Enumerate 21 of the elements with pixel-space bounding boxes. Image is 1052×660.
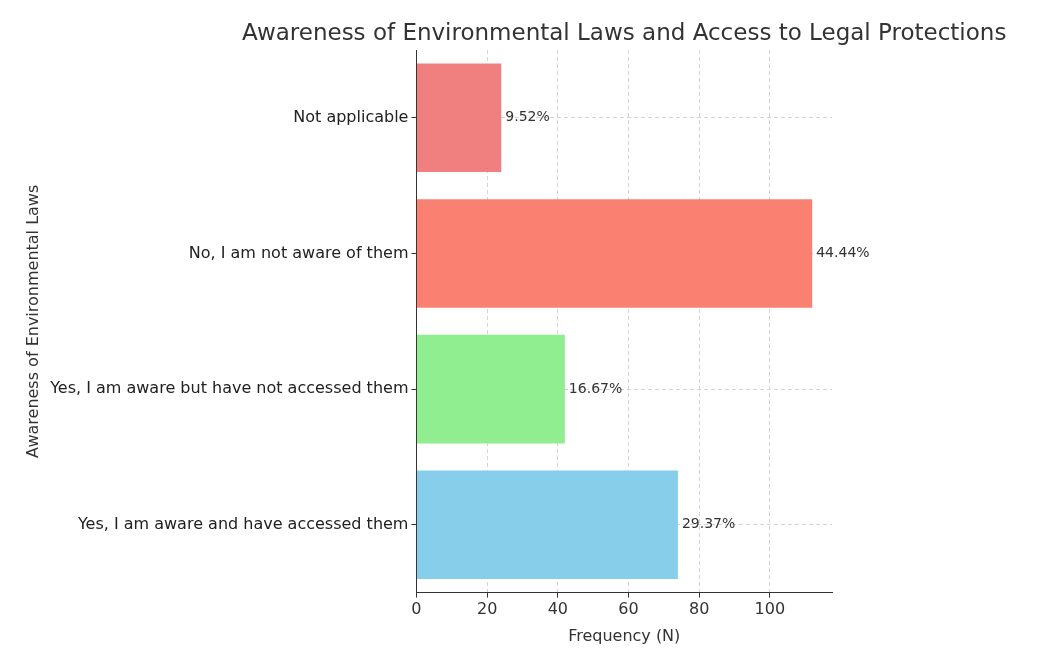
y-tick-label: Not applicable (293, 106, 409, 126)
y-tick-label: Yes, I am aware but have not accessed them (49, 378, 409, 398)
bar (416, 470, 678, 580)
annotation: 29.37% (681, 515, 736, 532)
chart-title: Awareness of Environmental Laws and Access to Legal Protections (242, 19, 1007, 46)
x-tick-label: 60 (618, 599, 639, 619)
x-axis-title: Frequency (N) (568, 625, 681, 645)
annotation: 44.44% (816, 244, 870, 261)
annotation: 9.52% (505, 108, 550, 125)
x-tick-label: 100 (754, 599, 786, 619)
annotation: 16.67% (568, 379, 623, 396)
bar (416, 63, 502, 173)
bar (416, 334, 565, 444)
y-axis-title: Awareness of Environmental Laws (22, 184, 42, 458)
x-tick-label: 0 (411, 599, 422, 619)
x-tick-label: 80 (688, 599, 710, 619)
y-tick-label: Yes, I am aware and have accessed them (76, 513, 409, 533)
y-tick-label: No, I am not aware of them (188, 242, 409, 262)
x-tick-label: 40 (547, 599, 568, 619)
bar (416, 199, 813, 308)
x-tick-label: 20 (476, 599, 498, 619)
